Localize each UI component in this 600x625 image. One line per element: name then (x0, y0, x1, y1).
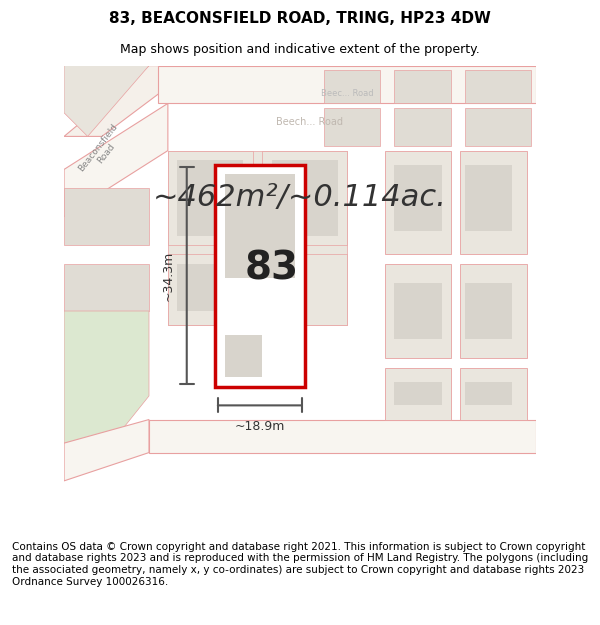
Polygon shape (149, 419, 536, 452)
Bar (394, 165, 442, 231)
Text: 83: 83 (245, 249, 299, 288)
Bar (465, 165, 512, 231)
Bar (465, 71, 531, 103)
Polygon shape (215, 165, 305, 386)
Polygon shape (64, 311, 149, 443)
Polygon shape (460, 151, 527, 254)
Text: ~34.3m: ~34.3m (162, 251, 175, 301)
Polygon shape (385, 368, 451, 419)
Polygon shape (262, 254, 347, 325)
Text: Beec... Road: Beec... Road (321, 89, 373, 98)
Bar (272, 160, 338, 236)
Bar (178, 264, 244, 311)
Text: ~462m²/~0.114ac.: ~462m²/~0.114ac. (153, 183, 447, 213)
Bar (465, 282, 512, 339)
Text: Contains OS data © Crown copyright and database right 2021. This information is : Contains OS data © Crown copyright and d… (12, 542, 588, 587)
Text: 83, BEACONSFIELD ROAD, TRING, HP23 4DW: 83, BEACONSFIELD ROAD, TRING, HP23 4DW (109, 11, 491, 26)
Polygon shape (64, 103, 168, 217)
Bar (465, 108, 531, 146)
Polygon shape (385, 264, 451, 358)
Bar (394, 282, 442, 339)
Polygon shape (64, 66, 196, 136)
Text: ~18.9m: ~18.9m (235, 419, 285, 432)
Polygon shape (168, 254, 253, 325)
Bar (178, 160, 244, 236)
Polygon shape (168, 151, 347, 325)
Polygon shape (262, 151, 347, 245)
Bar (465, 382, 512, 406)
Polygon shape (460, 264, 527, 358)
Text: Beech... Road: Beech... Road (276, 118, 343, 127)
Bar (323, 71, 380, 103)
Polygon shape (168, 151, 253, 245)
Polygon shape (64, 66, 149, 136)
Polygon shape (460, 368, 527, 419)
Polygon shape (64, 419, 149, 481)
Bar (64, 264, 149, 311)
Polygon shape (385, 151, 451, 254)
Bar (64, 188, 149, 245)
Bar (394, 108, 451, 146)
Bar (394, 382, 442, 406)
Text: Beaconsfield
Road: Beaconsfield Road (76, 122, 127, 179)
Text: Map shows position and indicative extent of the property.: Map shows position and indicative extent… (120, 42, 480, 56)
Bar (323, 108, 380, 146)
Polygon shape (158, 66, 536, 103)
Bar (394, 71, 451, 103)
Bar (224, 334, 262, 377)
Bar (224, 174, 295, 278)
